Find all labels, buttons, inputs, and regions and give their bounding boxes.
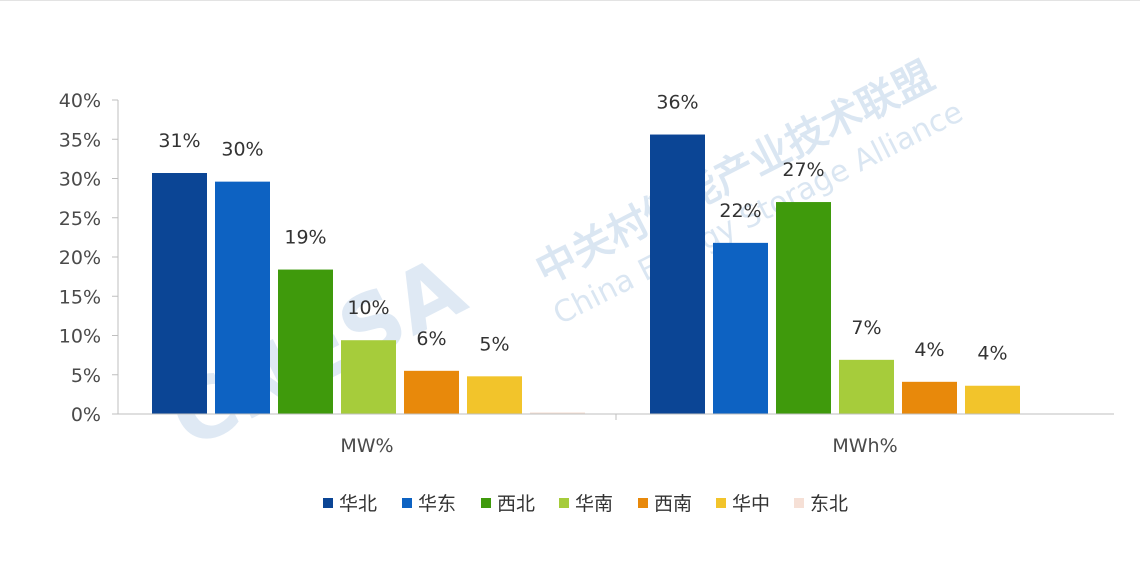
bar: [341, 340, 396, 414]
y-tick-label: 25%: [59, 208, 101, 230]
data-label: 7%: [851, 317, 881, 339]
bar: [152, 173, 207, 414]
y-tick-label: 0%: [71, 404, 101, 426]
data-label: 6%: [416, 328, 446, 350]
bar: [965, 385, 1020, 414]
data-label: 22%: [719, 200, 761, 222]
legend-label: 华中: [732, 493, 770, 515]
data-labels: 31% 30% 19% 10% 6% 5% 36% 22% 27% 7% 4% 4%: [158, 92, 1007, 365]
legend-label: 华东: [418, 493, 456, 515]
y-tick-label: 10%: [59, 326, 101, 348]
x-axis: MW% MWh%: [118, 413, 1114, 457]
top-rule: [0, 0, 1140, 1]
bar: [215, 181, 270, 414]
y-tick-label: 5%: [71, 365, 101, 387]
bar: [839, 359, 894, 414]
data-label: 31%: [158, 130, 200, 152]
bar: [467, 376, 522, 414]
bar: [713, 242, 768, 414]
y-tick-label: 30%: [59, 169, 101, 191]
y-tick-label: 35%: [59, 129, 101, 151]
bar: [902, 381, 957, 414]
bar: [776, 202, 831, 414]
x-category-label: MW%: [340, 435, 393, 457]
legend-label: 西南: [654, 493, 692, 515]
data-label: 27%: [782, 159, 824, 181]
data-label: 4%: [914, 339, 944, 361]
bar: [278, 269, 333, 414]
y-axis: 0% 5% 10% 15% 20% 25% 30% 35% 40%: [59, 90, 119, 426]
bar: [530, 412, 585, 414]
legend-label: 华北: [339, 493, 377, 515]
legend-label: 西北: [497, 493, 535, 515]
y-tick-label: 40%: [59, 90, 101, 112]
x-category-label: MWh%: [832, 435, 897, 457]
data-label: 19%: [284, 227, 326, 249]
legend-label: 华南: [575, 493, 613, 515]
legend-swatch: [716, 498, 726, 508]
legend-swatch: [323, 498, 333, 508]
data-label: 10%: [347, 297, 389, 319]
legend-swatch: [481, 498, 491, 508]
legend-swatch: [559, 498, 569, 508]
bar: [404, 370, 459, 414]
legend: 华北 华东 西北 华南 西南 华中 东北: [323, 493, 848, 515]
bars: [152, 134, 1020, 415]
legend-swatch: [638, 498, 648, 508]
y-tick-label: 15%: [59, 286, 101, 308]
bar: [650, 134, 705, 415]
legend-label: 东北: [810, 493, 848, 515]
y-tick-label: 20%: [59, 247, 101, 269]
data-label: 4%: [977, 343, 1007, 365]
legend-swatch: [402, 498, 412, 508]
data-label: 30%: [221, 139, 263, 161]
data-label: 36%: [656, 92, 698, 114]
legend-swatch: [794, 498, 804, 508]
data-label: 5%: [479, 333, 509, 355]
